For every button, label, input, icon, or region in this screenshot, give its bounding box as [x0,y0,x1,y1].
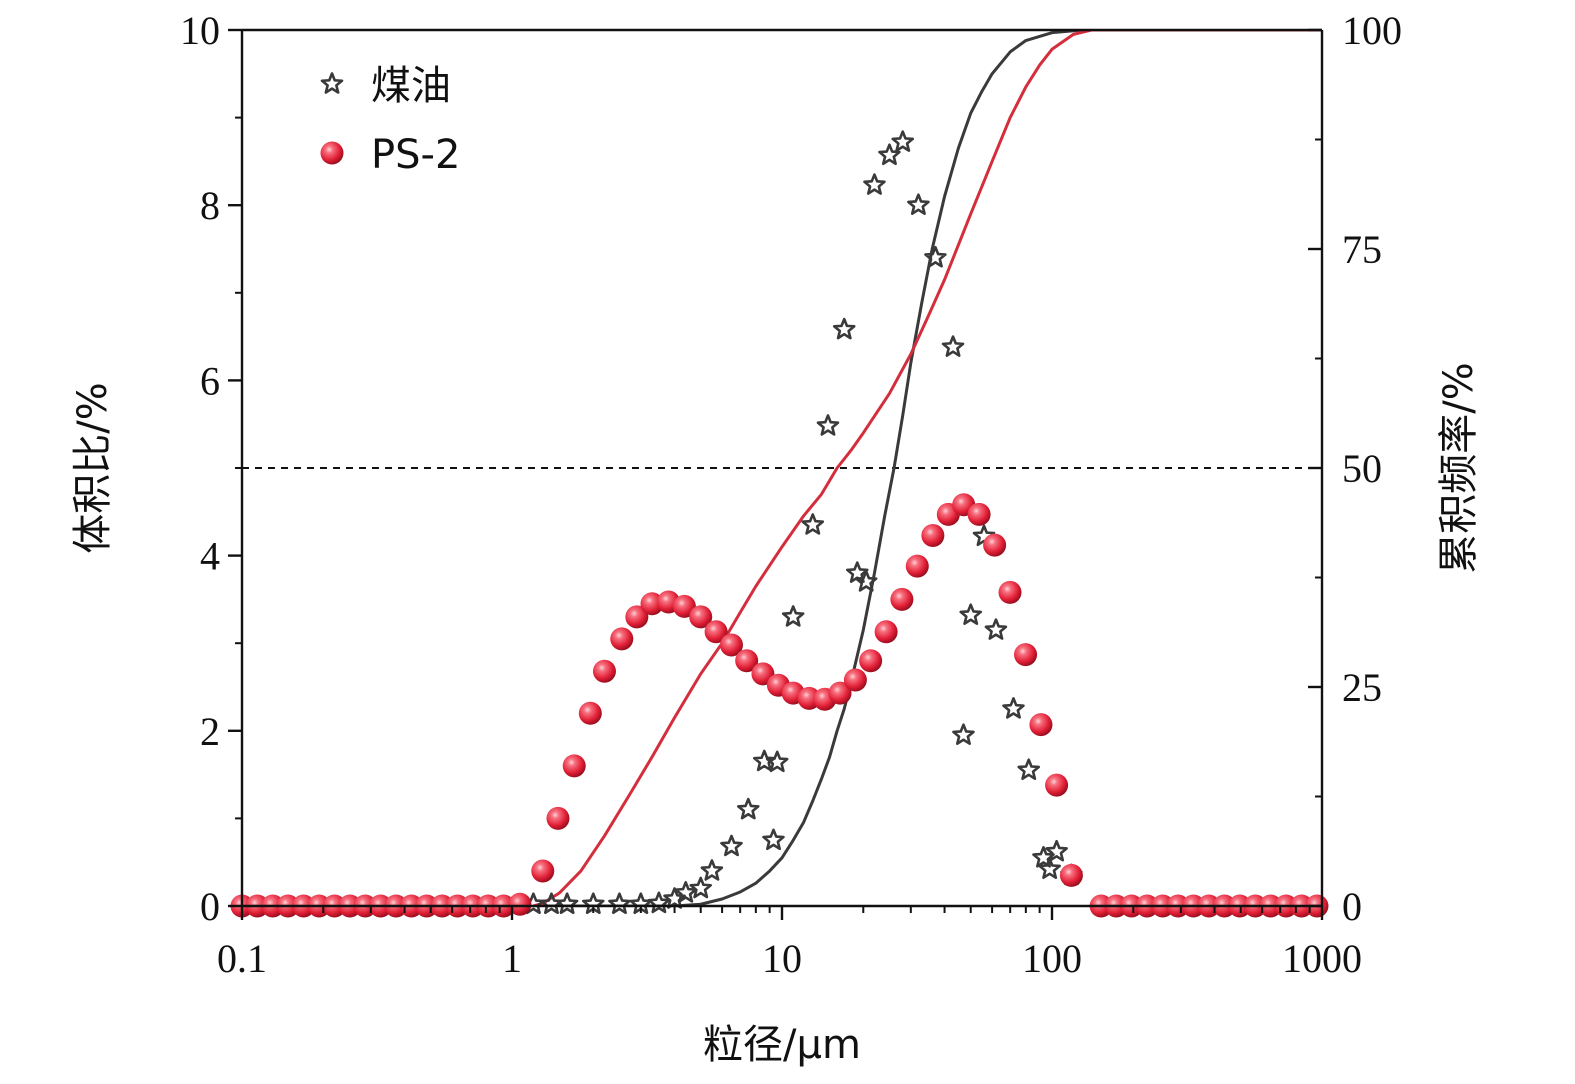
legend-sphere-marker [320,141,344,165]
sphere-point-32 [735,649,759,673]
x-tick-label: 100 [1022,936,1082,981]
y-left-tick-label: 0 [200,884,220,929]
star-point-23 [878,143,901,166]
sphere-point-25 [625,605,649,629]
sphere-point-52 [1045,773,1069,797]
x-tick-label: 1000 [1282,936,1362,981]
star-point-27 [941,335,965,357]
star-point-24 [891,130,915,152]
x-axis-title: 粒径/μm [703,1022,861,1068]
sphere-point-18 [508,892,532,916]
y-left-tick-label: 8 [200,183,220,228]
star-point-15 [762,828,785,851]
star-point-10 [700,859,724,881]
star-point-21 [854,570,878,592]
legend-label-kerosene: 煤油 [371,63,451,109]
sphere-point-38 [828,681,852,705]
star-point-35 [1038,857,1061,879]
legend-item-ps2: PS-2 [320,132,460,178]
sphere-point-22 [578,701,602,725]
star-point-4 [608,892,631,915]
y-right-tick-label: 50 [1342,446,1382,491]
sphere-point-41 [874,620,898,644]
star-point-22 [863,173,886,195]
star-point-31 [984,618,1008,640]
legend-sphere-shape [320,141,344,165]
star-point-17 [801,513,825,535]
sphere-point-20 [546,806,570,830]
sphere-point-50 [1014,643,1038,667]
legend: 煤油 PS-2 [320,63,460,178]
y-left-tick-label: 2 [200,709,220,754]
star-point-2 [555,892,579,915]
sphere-point-44 [921,523,945,547]
star-point-9 [689,876,713,899]
y-left-tick-label: 4 [200,534,220,579]
legend-label-ps2: PS-2 [371,132,460,178]
star-point-12 [736,797,760,820]
y-left-tick-label: 10 [180,8,220,53]
sphere-point-42 [890,587,914,611]
sphere-point-29 [689,605,713,629]
sphere-point-49 [998,580,1022,604]
cumulative-curve-2 [533,30,1322,906]
star-point-32 [1002,697,1025,719]
cumulative-curve-3 [532,30,1322,906]
sphere-point-19 [531,859,555,883]
star-point-29 [959,603,983,625]
y-axis-left-title: 体积比/% [70,382,116,553]
y-right-tick-label: 25 [1342,665,1382,710]
star-point-33 [1017,758,1041,781]
star-point-18 [816,414,840,436]
data-points-layer [230,130,1329,918]
legend-item-kerosene: 煤油 [320,63,451,109]
star-point-16 [781,605,805,627]
star-point-11 [720,834,743,857]
sphere-point-23 [592,659,616,683]
legend-star-shape [320,72,344,94]
legend-star-marker [320,72,344,94]
star-point-19 [832,317,856,340]
sphere-point-48 [983,533,1007,557]
sphere-point-39 [843,668,867,692]
sphere-point-47 [967,502,991,526]
sphere-point-30 [704,620,728,644]
sphere-point-31 [719,633,743,657]
star-point-14 [765,750,789,773]
sphere-point-26 [640,592,664,616]
sphere-point-24 [610,627,634,651]
x-tick-label: 1 [502,936,522,981]
sphere-point-43 [905,554,929,578]
sphere-point-51 [1029,713,1053,737]
y-right-tick-label: 0 [1342,884,1362,929]
star-point-8 [674,881,698,903]
cumulative-lines-layer [532,30,1322,906]
sphere-point-53 [1059,863,1083,887]
star-point-36 [1045,839,1068,862]
star-point-25 [907,193,930,215]
x-tick-label: 0.1 [217,936,267,981]
star-point-6 [647,891,671,914]
x-tick-label: 10 [762,936,802,981]
y-left-tick-label: 6 [200,358,220,403]
sphere-point-21 [562,754,586,778]
star-point-28 [952,723,975,745]
y-right-tick-label: 100 [1342,8,1402,53]
y-right-tick-label: 75 [1342,227,1382,272]
sphere-point-28 [672,594,696,618]
sphere-point-40 [859,649,883,673]
y-axis-right-title: 累积频率/% [1436,362,1482,573]
star-point-26 [924,245,947,268]
